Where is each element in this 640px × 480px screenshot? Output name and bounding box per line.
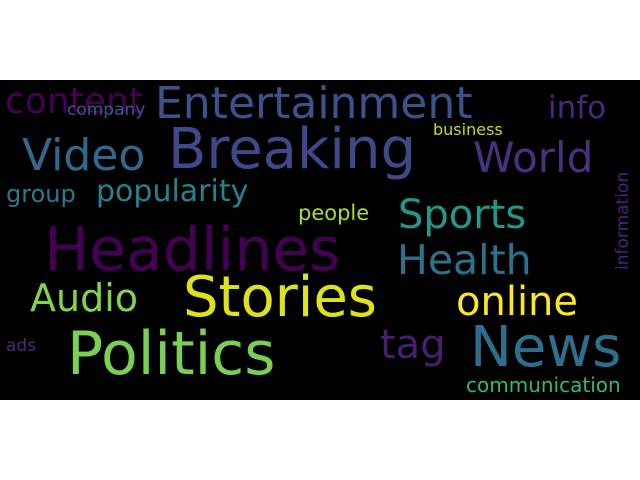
word-breaking: Breaking bbox=[168, 117, 417, 182]
word-info: info bbox=[548, 90, 607, 126]
word-headlines: Headlines bbox=[44, 215, 341, 285]
word-content: content bbox=[5, 81, 143, 122]
word-health: Health bbox=[397, 236, 532, 284]
word-group: group bbox=[6, 180, 76, 208]
word-audio: Audio bbox=[30, 276, 139, 320]
word-people: people bbox=[298, 201, 370, 225]
word-tag: tag bbox=[380, 322, 446, 368]
word-online: online bbox=[456, 279, 579, 325]
word-ads: ads bbox=[6, 336, 37, 356]
word-world: World bbox=[473, 133, 594, 182]
word-entertainment: Entertainment bbox=[155, 80, 473, 129]
word-information: information bbox=[613, 171, 633, 270]
word-sports: Sports bbox=[398, 192, 527, 238]
word-stories: Stories bbox=[183, 265, 377, 330]
word-company: company bbox=[67, 100, 146, 120]
word-communication: communication bbox=[466, 373, 621, 397]
word-popularity: popularity bbox=[96, 174, 249, 209]
word-news: News bbox=[470, 315, 622, 380]
word-cloud: content company Entertainment info busin… bbox=[0, 80, 640, 400]
word-video: Video bbox=[22, 130, 146, 181]
word-politics: Politics bbox=[67, 319, 276, 389]
word-business: business bbox=[433, 120, 503, 139]
